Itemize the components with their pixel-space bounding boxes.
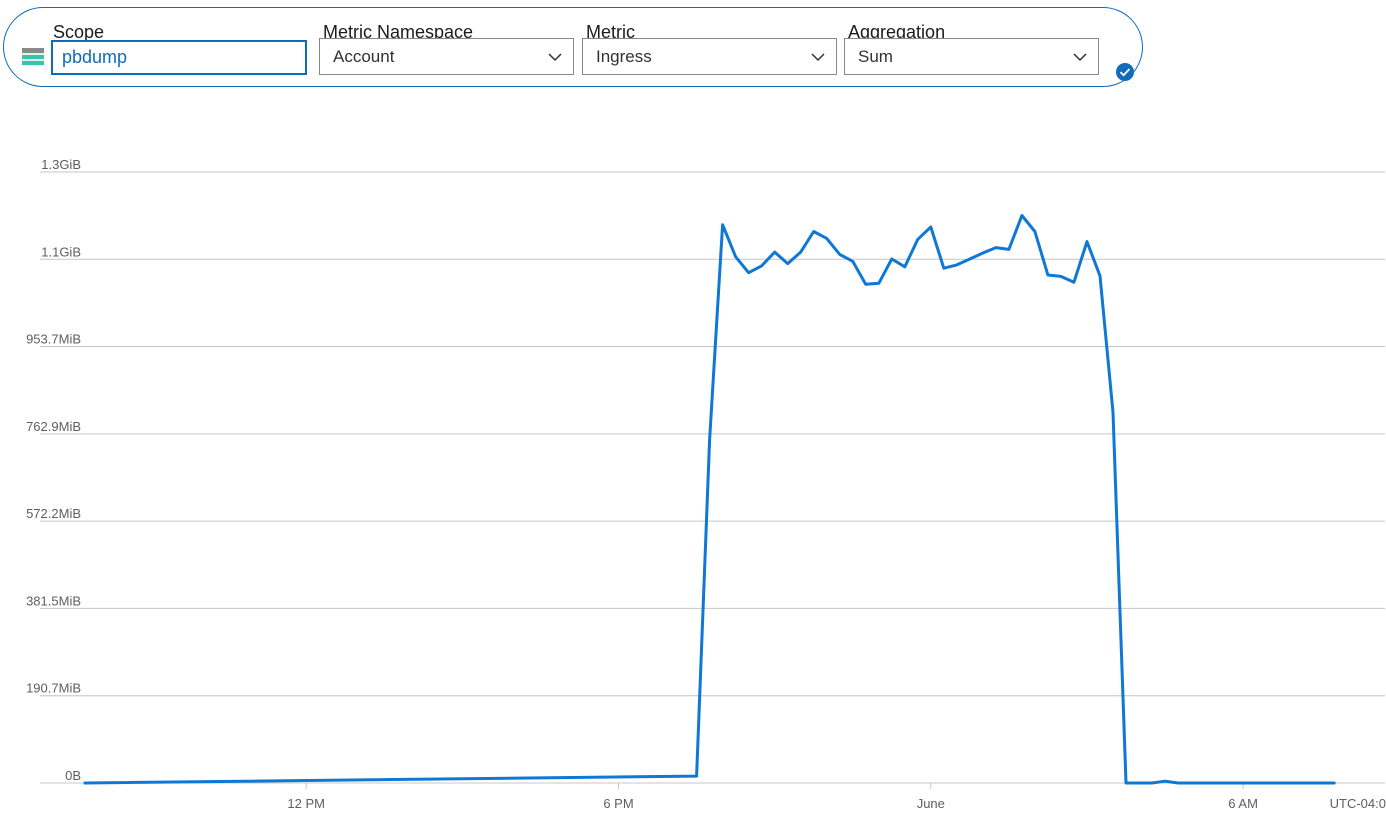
metric-namespace-label: Metric Namespace — [323, 22, 474, 42]
scope-label: Scope — [53, 22, 105, 42]
storage-account-icon — [22, 48, 44, 66]
aggregation-value: Sum — [858, 47, 893, 66]
chevron-down-icon — [1073, 53, 1087, 62]
metric-selector: Scope Metric Namespace Account Metric In… — [3, 7, 1143, 87]
series-line-ingress — [83, 214, 1336, 785]
metric-namespace-value: Account — [333, 47, 395, 66]
metric-namespace-dropdown[interactable]: Account — [319, 38, 574, 75]
aggregation-dropdown[interactable]: Sum — [844, 38, 1099, 75]
y-tick-label: 381.5MiB — [26, 593, 81, 608]
x-tick-label: June — [917, 796, 945, 811]
x-tick-label: 6 PM — [603, 796, 633, 811]
y-tick-label: 762.9MiB — [26, 419, 81, 434]
y-tick-label: 1.3GiB — [41, 157, 81, 172]
y-tick-label: 1.1GiB — [41, 244, 81, 259]
checkmark-circle-icon[interactable] — [1115, 62, 1135, 82]
metric-value: Ingress — [596, 47, 652, 66]
chevron-down-icon — [811, 53, 825, 62]
metric-label: Metric — [586, 22, 635, 42]
y-tick-label: 0B — [65, 768, 81, 783]
timezone-label: UTC-04:0 — [1330, 796, 1386, 811]
aggregation-label: Aggregation — [848, 22, 946, 42]
y-tick-label: 572.2MiB — [26, 506, 81, 521]
y-tick-label: 190.7MiB — [26, 681, 81, 696]
y-tick-label: 953.7MiB — [26, 332, 81, 347]
x-tick-label: 6 AM — [1228, 796, 1258, 811]
scope-input[interactable] — [51, 40, 307, 75]
chevron-down-icon — [548, 53, 562, 62]
x-tick-label: 12 PM — [287, 796, 325, 811]
metric-dropdown[interactable]: Ingress — [582, 38, 837, 75]
